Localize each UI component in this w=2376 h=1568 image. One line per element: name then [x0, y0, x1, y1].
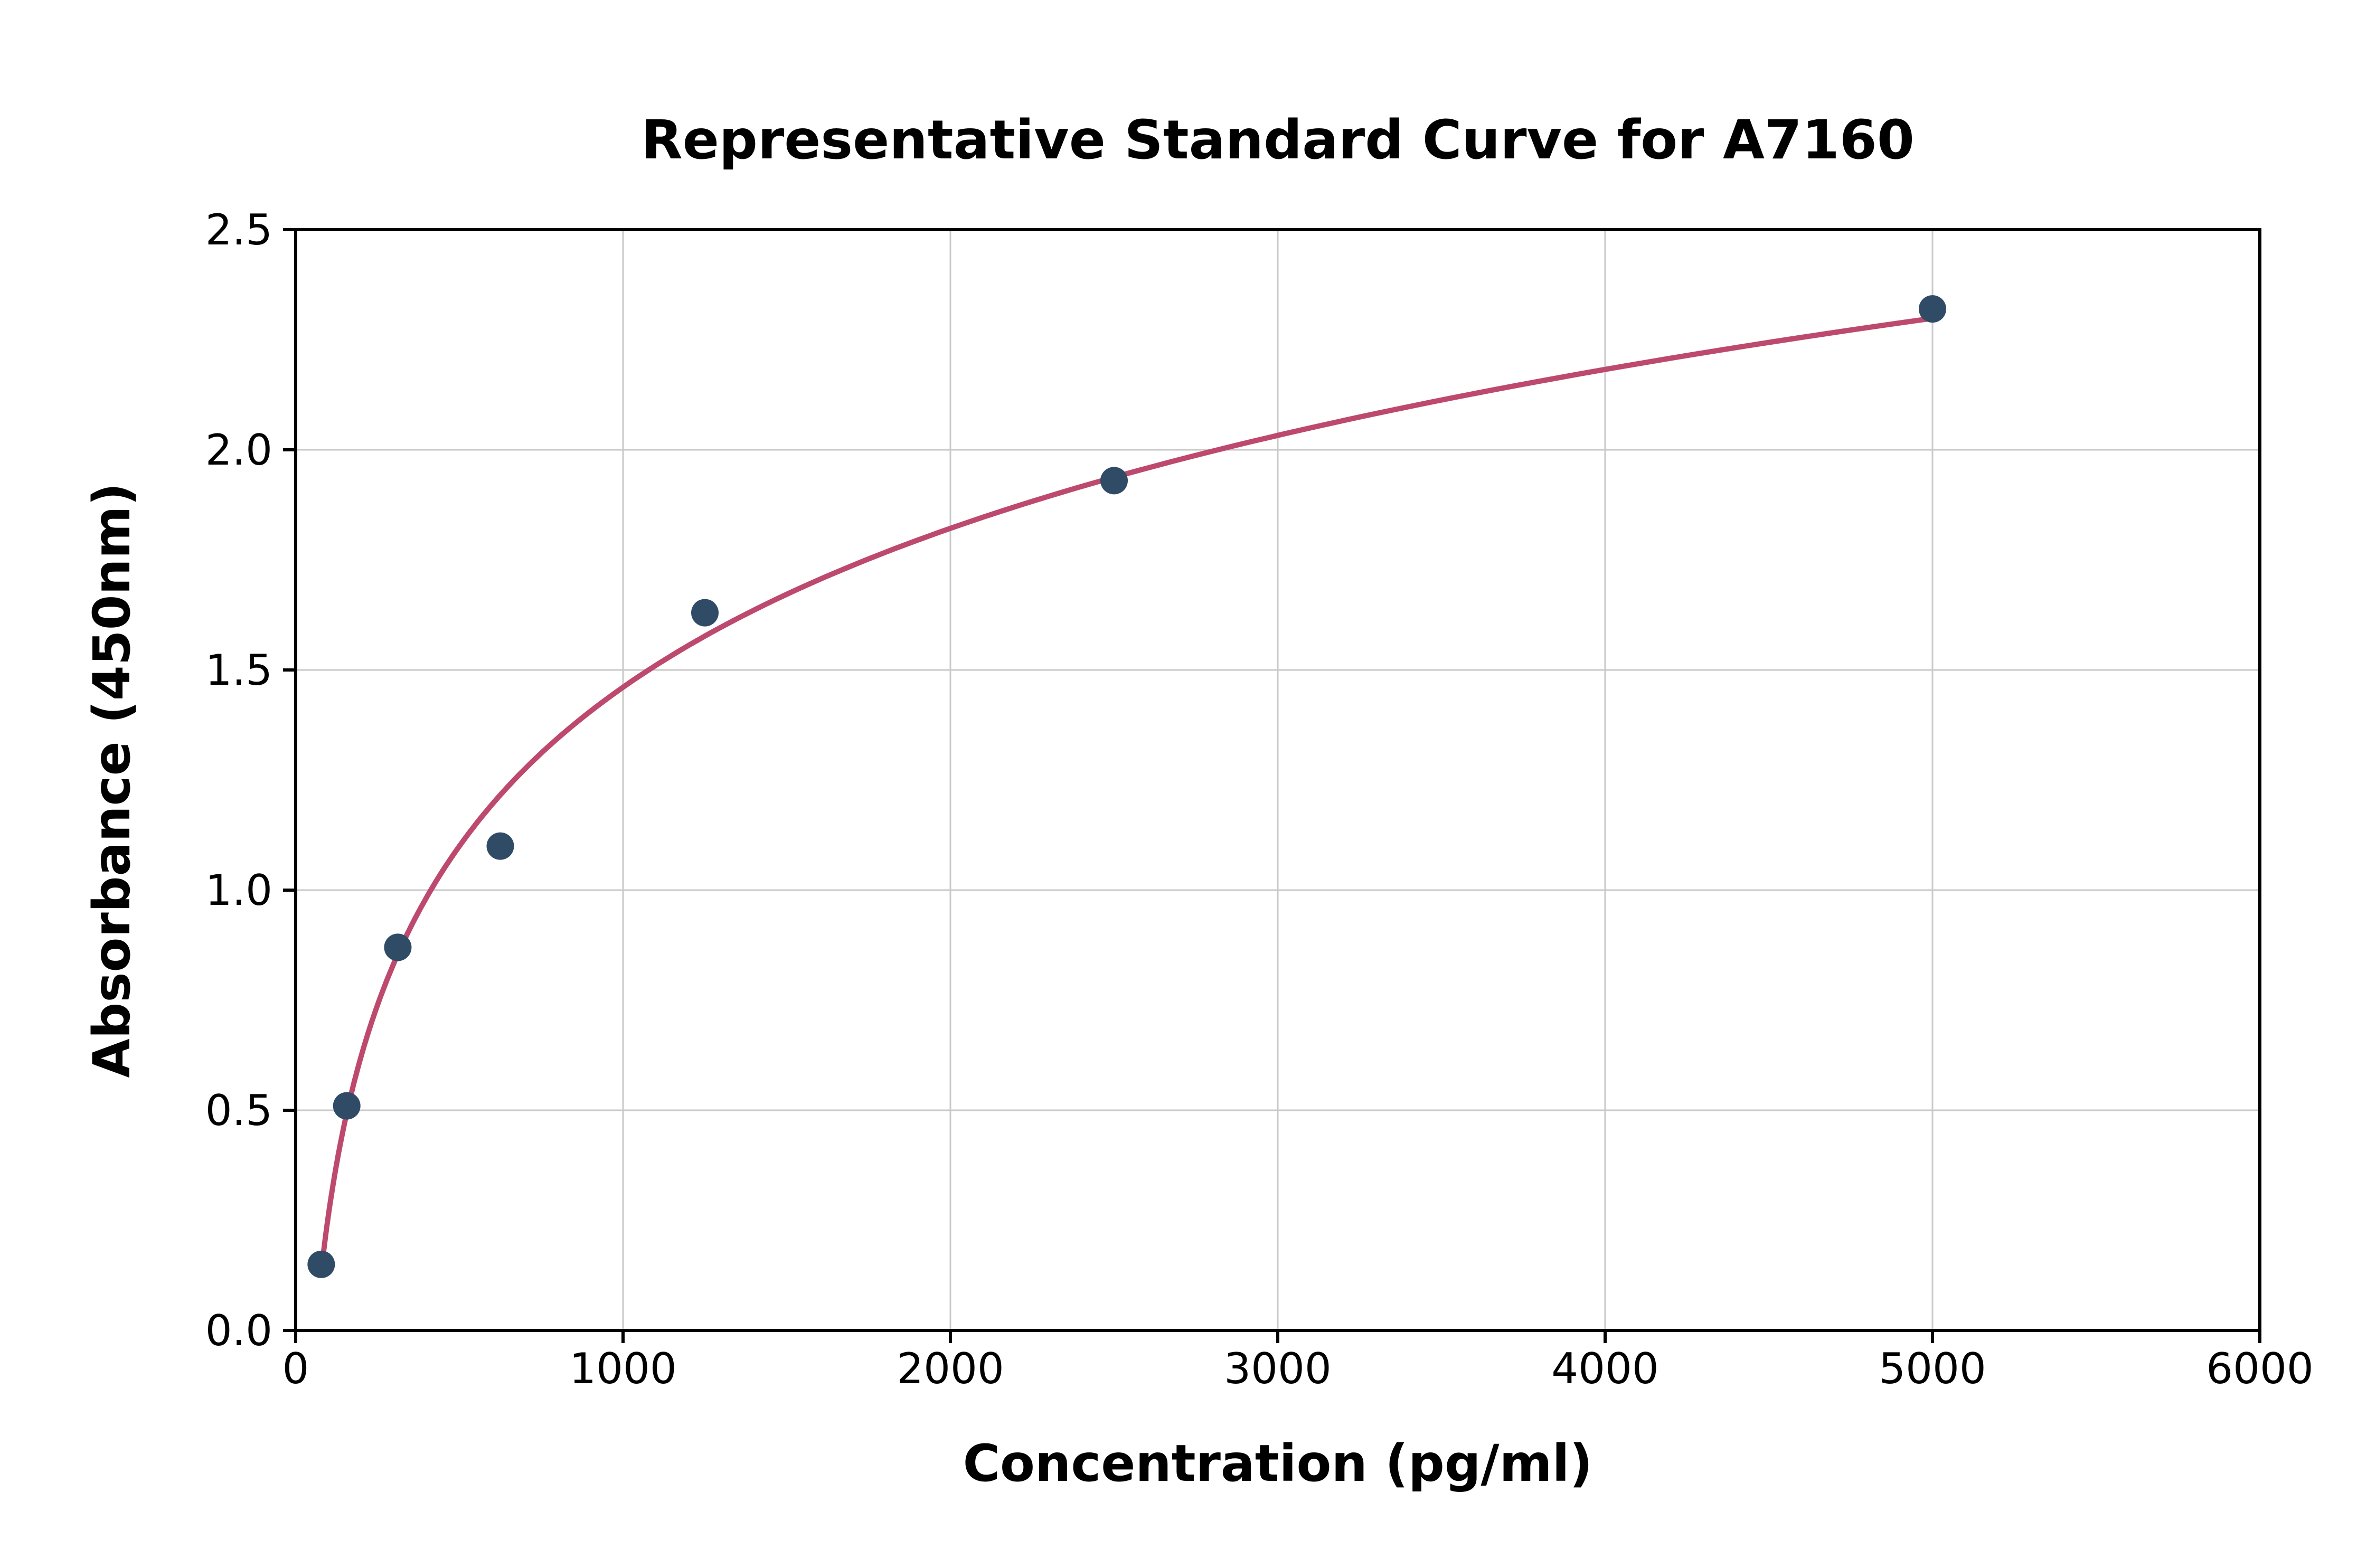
- data-point: [486, 832, 514, 860]
- y-tick-label: 2.0: [205, 426, 272, 475]
- x-tick-label: 6000: [2206, 1344, 2314, 1393]
- fit-curve-layer: [318, 315, 1935, 1275]
- data-point: [1919, 295, 1946, 323]
- y-tick-label: 1.0: [205, 866, 272, 915]
- data-points-layer: [307, 295, 1946, 1278]
- data-point: [1100, 467, 1128, 495]
- x-tick-label: 1000: [569, 1344, 677, 1393]
- y-axis-label: Absorbance (450nm): [82, 483, 142, 1078]
- data-point: [307, 1250, 335, 1278]
- y-tick-label: 0.0: [205, 1306, 272, 1355]
- y-tick-label: 1.5: [205, 646, 272, 695]
- x-axis-label: Concentration (pg/ml): [963, 1434, 1593, 1493]
- y-tick-label: 0.5: [205, 1086, 272, 1135]
- axis-ticks: 0 1000 2000 3000 4000 5000 6000 0.0 0.5 1.0 1.5 2.0…: [205, 205, 2314, 1393]
- data-point: [691, 599, 719, 627]
- grid-lines: [295, 229, 2261, 1331]
- chart-title: Representative Standard Curve for A7160: [641, 109, 1915, 172]
- y-tick-label: 2.5: [205, 205, 272, 254]
- x-tick-label: 4000: [1551, 1344, 1659, 1393]
- data-point: [384, 933, 412, 961]
- x-tick-label: 5000: [1879, 1344, 1986, 1393]
- data-point: [333, 1092, 361, 1120]
- fit-curve: [318, 315, 1935, 1275]
- x-tick-label: 0: [282, 1344, 309, 1393]
- x-tick-label: 3000: [1224, 1344, 1332, 1393]
- x-tick-label: 2000: [897, 1344, 1004, 1393]
